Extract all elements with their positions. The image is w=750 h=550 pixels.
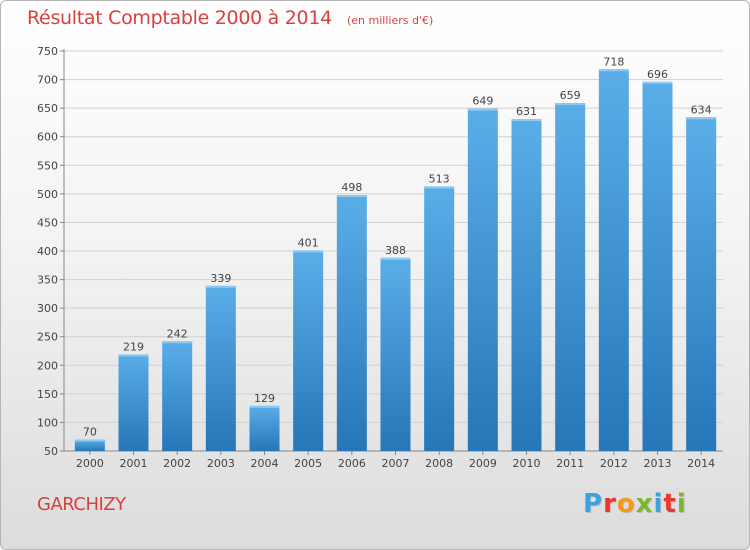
data-label-2014: 634: [691, 103, 712, 116]
data-label-2005: 401: [298, 236, 319, 249]
x-tick-label-2001: 2001: [120, 457, 148, 470]
x-tick-label-2011: 2011: [556, 457, 584, 470]
bar-2000: [74, 439, 105, 451]
bar-highlight-2004: [249, 405, 280, 408]
bar-highlight-2007: [380, 257, 411, 260]
bar-highlight-2012: [598, 69, 629, 72]
logo-letter: P: [583, 489, 604, 519]
chart-title: Résultat Comptable 2000 à 2014: [27, 7, 332, 29]
logo-letter: t: [663, 489, 677, 519]
x-tick-label-2005: 2005: [294, 457, 322, 470]
logo-letter: o: [616, 489, 636, 519]
x-tick-label-2009: 2009: [469, 457, 497, 470]
chart-header: Résultat Comptable 2000 à 2014 (en milli…: [27, 7, 433, 29]
bar-highlight-2010: [511, 119, 542, 121]
data-label-2000: 70: [83, 426, 97, 439]
x-tick-label-2006: 2006: [338, 457, 366, 470]
bar-highlight-2011: [555, 103, 586, 105]
y-tick-label: 50: [44, 445, 58, 458]
data-label-2013: 696: [647, 68, 668, 81]
y-tick-label: 450: [37, 216, 58, 229]
data-label-2010: 631: [516, 105, 537, 118]
bar-2001: [118, 354, 149, 451]
bar-highlight-2002: [162, 341, 193, 344]
chart-subtitle: (en milliers d'€): [346, 14, 434, 27]
data-label-2004: 129: [254, 392, 275, 405]
bar-2014: [686, 117, 717, 452]
bar-2005: [293, 250, 324, 451]
logo-letter: x: [635, 489, 654, 519]
logo-letter: r: [603, 489, 617, 519]
y-tick-label: 300: [37, 302, 58, 315]
x-tick-label-2003: 2003: [207, 457, 235, 470]
bar-highlight-2003: [205, 285, 236, 288]
bar-2009: [467, 108, 498, 451]
x-tick-label-2010: 2010: [513, 457, 541, 470]
y-tick-label: 750: [37, 45, 58, 58]
x-tick-label-2004: 2004: [251, 457, 279, 470]
data-labels: 70 219 242 339 129 401 498 388 513 649 631 659 718 69…: [83, 55, 712, 438]
logo-letter: i: [653, 489, 664, 519]
x-tick-label-2012: 2012: [600, 457, 628, 470]
x-tick-label-2013: 2013: [644, 457, 672, 470]
x-tick-label-2000: 2000: [76, 457, 104, 470]
bar-2006: [336, 195, 367, 451]
y-tick-label: 550: [37, 159, 58, 172]
logo-letter: i: [676, 489, 687, 519]
bar-highlight-2013: [642, 81, 673, 84]
y-tick-label: 100: [37, 416, 58, 429]
bar-2002: [162, 341, 193, 451]
bar-2004: [249, 405, 280, 451]
y-tick-label: 200: [37, 359, 58, 372]
y-tick-label: 650: [37, 102, 58, 115]
bars: [74, 69, 717, 452]
bar-highlight-2009: [467, 108, 498, 111]
bar-2011: [555, 103, 586, 451]
y-tick-label: 250: [37, 331, 58, 344]
bar-highlight-2000: [74, 439, 105, 442]
bar-highlight-2008: [424, 186, 455, 189]
x-tick-label-2007: 2007: [382, 457, 410, 470]
data-label-2001: 219: [123, 340, 144, 353]
bar-2008: [424, 186, 455, 451]
bar-2013: [642, 81, 673, 451]
data-label-2002: 242: [167, 327, 188, 340]
x-tick-label-2008: 2008: [425, 457, 453, 470]
data-label-2012: 718: [603, 55, 624, 68]
data-label-2009: 649: [472, 95, 493, 108]
bar-2012: [598, 69, 629, 452]
y-tick-label: 500: [37, 188, 58, 201]
bar-highlight-2005: [293, 250, 324, 253]
bar-2007: [380, 257, 411, 451]
tick-labels: 50 100 150 200 250 300 350 400 450 500 550 600 650 70…: [37, 45, 715, 470]
proxiti-logo: Proxiti: [583, 489, 687, 519]
y-tick-label: 700: [37, 74, 58, 87]
bar-2010: [511, 119, 542, 451]
y-tick-label: 400: [37, 245, 58, 258]
bar-2003: [205, 285, 236, 451]
bar-highlight-2014: [686, 117, 717, 120]
x-tick-label-2002: 2002: [163, 457, 191, 470]
data-label-2008: 513: [429, 172, 450, 185]
town-name: GARCHIZY: [37, 494, 126, 515]
data-label-2007: 388: [385, 244, 406, 257]
data-label-2011: 659: [560, 89, 581, 102]
x-tick-label-2014: 2014: [687, 457, 715, 470]
bar-highlight-2006: [336, 195, 367, 197]
y-tick-label: 600: [37, 131, 58, 144]
y-tick-label: 350: [37, 274, 58, 287]
data-label-2006: 498: [341, 181, 362, 194]
data-label-2003: 339: [210, 272, 231, 285]
bar-highlight-2001: [118, 354, 149, 357]
y-tick-label: 150: [37, 388, 58, 401]
